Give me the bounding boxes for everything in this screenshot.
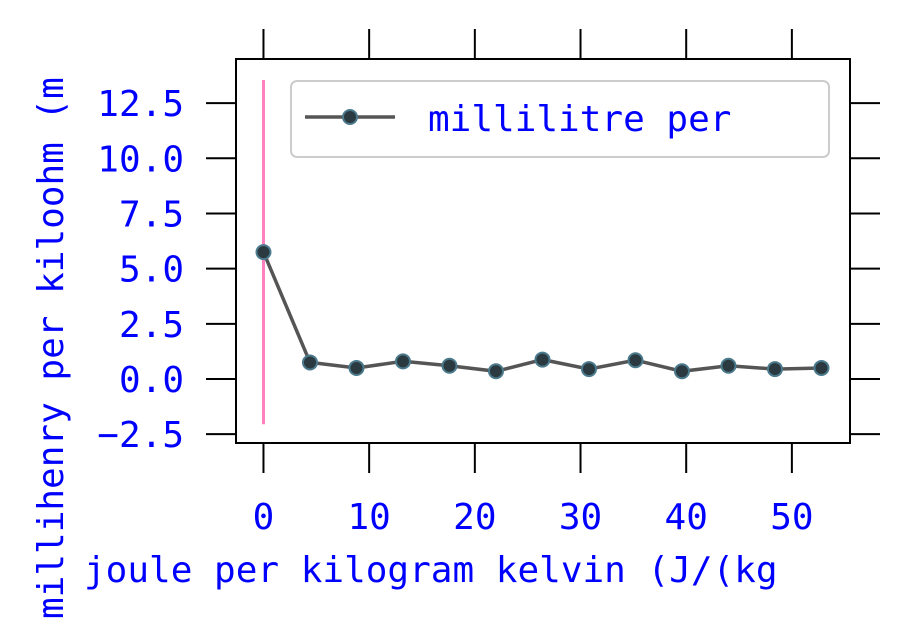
data-point xyxy=(813,359,830,376)
legend-label: millilitre per xyxy=(428,99,731,140)
x-tick-label: 40 xyxy=(665,497,708,538)
y-tick-label: 7.5 xyxy=(119,194,184,235)
legend-box xyxy=(290,80,830,158)
legend-marker-swatch xyxy=(342,109,358,125)
series-markers xyxy=(255,244,830,380)
legend: millilitre per xyxy=(290,80,830,158)
data-point xyxy=(627,352,644,369)
data-point xyxy=(766,361,783,378)
data-point xyxy=(580,361,597,378)
data-point xyxy=(534,351,551,368)
data-point xyxy=(301,354,318,371)
y-tick-label: 0.0 xyxy=(119,360,184,401)
data-point xyxy=(720,357,737,374)
data-point xyxy=(394,353,411,370)
data-point xyxy=(487,363,504,380)
y-tick-label: −2.5 xyxy=(97,415,184,456)
y-tick-label: 10.0 xyxy=(97,139,184,180)
x-tick-label: 0 xyxy=(253,497,275,538)
x-tick-label: 50 xyxy=(770,497,813,538)
x-tick-label: 30 xyxy=(559,497,602,538)
y-tick-label: 2.5 xyxy=(119,305,184,346)
x-tick-label: 20 xyxy=(453,497,496,538)
y-tick-label: 12.5 xyxy=(97,84,184,125)
y-axis-title: millihenry per kiloohm (m xyxy=(31,77,72,619)
y-tick-label: 5.0 xyxy=(119,250,184,291)
data-point xyxy=(673,363,690,380)
data-point xyxy=(441,357,458,374)
x-tick-label: 10 xyxy=(347,497,390,538)
data-point xyxy=(255,244,272,261)
data-point xyxy=(348,359,365,376)
axis-ticks: 0 10 20 30 40 50 −2.5 0.0 2.5 5.0 7.5 10.0 12.5 xyxy=(97,29,880,538)
x-axis-title: joule per kilogram kelvin (J/(kg xyxy=(84,550,778,591)
